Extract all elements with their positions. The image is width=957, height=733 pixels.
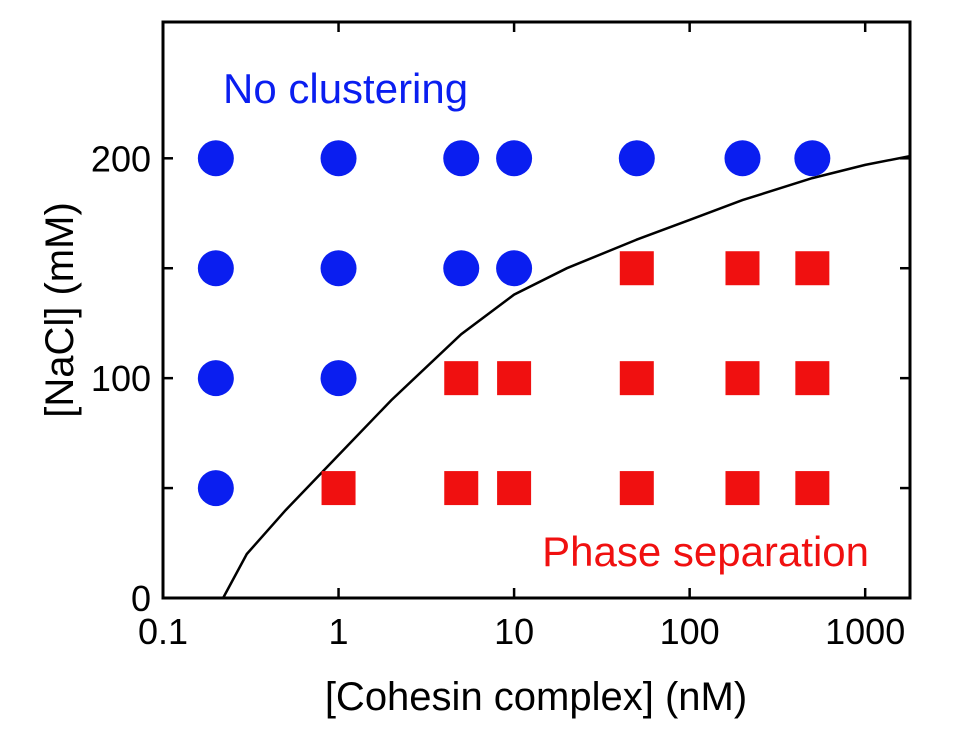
phase-separation-label: Phase separation	[542, 528, 869, 575]
no-clustering-point	[496, 250, 533, 287]
no-clustering-point	[197, 360, 234, 397]
phase-separation-point	[795, 471, 830, 506]
phase-separation-point	[497, 361, 532, 396]
phase-separation-point	[725, 471, 760, 506]
axis-ticks: 0.1 1 10 100 1000 0 100 200	[91, 22, 910, 652]
phase-separation-point	[725, 251, 760, 286]
no-clustering-point	[197, 470, 234, 507]
plot-frame	[161, 20, 912, 600]
y-tick-label: 100	[91, 358, 151, 399]
no-clustering-point	[443, 250, 480, 287]
x-tick-label: 0.1	[138, 611, 188, 652]
x-tick-label: 100	[660, 611, 720, 652]
boundary-curve-layer	[221, 154, 911, 599]
phase-boundary-curve	[221, 154, 911, 599]
no-clustering-point	[724, 140, 761, 177]
no-clustering-point	[197, 250, 234, 287]
phase-separation-point	[795, 251, 830, 286]
phase-separation-point	[619, 471, 654, 506]
no-clustering-point	[320, 250, 357, 287]
phase-separation-point	[619, 361, 654, 396]
phase-separation-point	[795, 361, 830, 396]
phase-separation-point	[725, 361, 760, 396]
no-clustering-label: No clustering	[223, 65, 468, 112]
no-clustering-point	[618, 140, 655, 177]
x-tick-label: 1000	[825, 611, 905, 652]
x-axis-title: [Cohesin complex] (nM)	[325, 675, 747, 719]
y-axis-title: [NaCl] (mM)	[38, 202, 82, 418]
phase-separation-point	[321, 471, 356, 506]
no-clustering-point	[443, 140, 480, 177]
phase-separation-point	[444, 471, 479, 506]
x-tick-label: 10	[494, 611, 534, 652]
no-clustering-point	[794, 140, 831, 177]
no-clustering-point	[320, 140, 357, 177]
no-clustering-point	[320, 360, 357, 397]
phase-separation-point	[497, 471, 532, 506]
x-tick-label: 1	[329, 611, 349, 652]
y-tick-label: 200	[91, 138, 151, 179]
no-clustering-point	[496, 140, 533, 177]
phase-separation-point	[619, 251, 654, 286]
y-tick-label: 0	[131, 578, 151, 619]
no-clustering-point	[197, 140, 234, 177]
data-points	[197, 140, 831, 507]
phase-separation-point	[444, 361, 479, 396]
